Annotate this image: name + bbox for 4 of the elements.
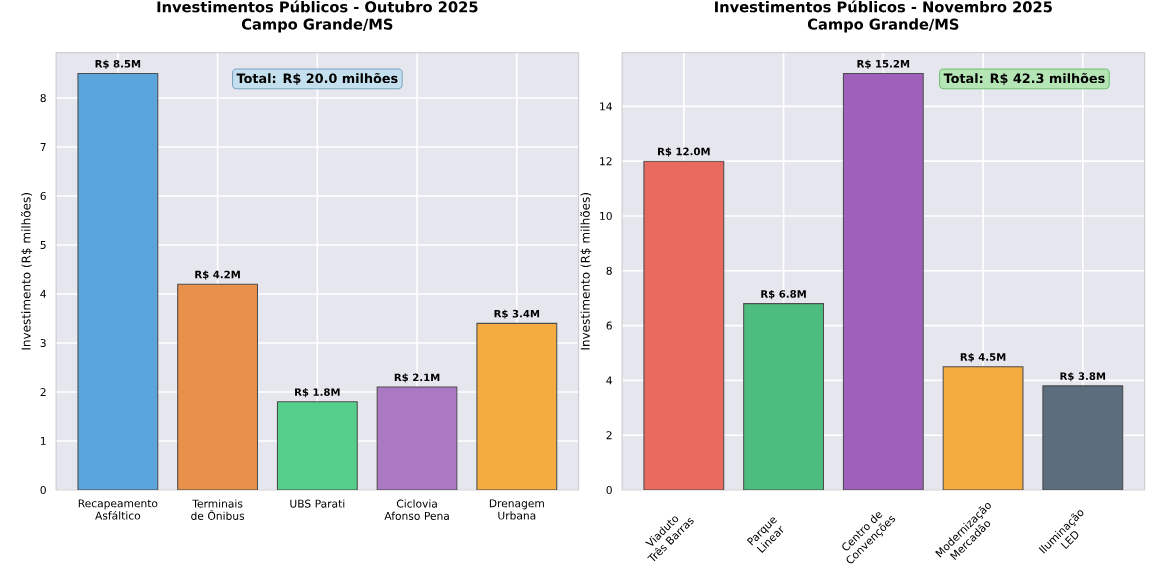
- bar: [643, 160, 725, 490]
- bar: [942, 366, 1024, 490]
- bar: [376, 386, 458, 490]
- bar: [743, 303, 825, 490]
